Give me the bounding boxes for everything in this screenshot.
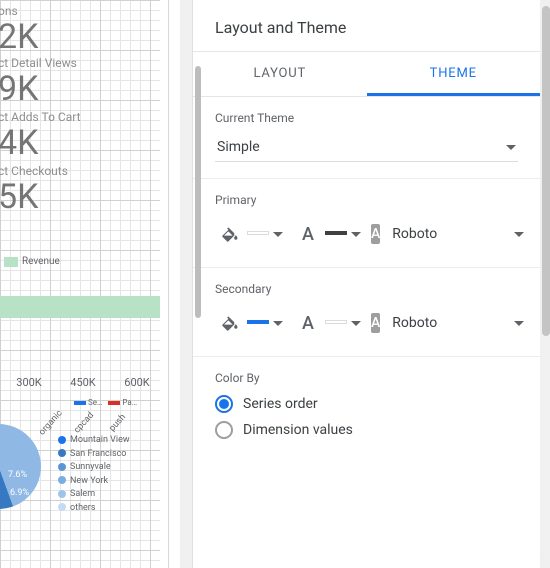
- chevron-down-icon: [506, 145, 516, 150]
- window-scrollbar[interactable]: [542, 6, 550, 554]
- primary-fill-color-button[interactable]: [215, 217, 285, 251]
- report-canvas: ons 2K ct Detail Views 9K ct Adds To Car…: [0, 0, 180, 568]
- metric-value: 5K: [0, 180, 158, 216]
- section-label: Secondary: [215, 282, 518, 296]
- section-primary: Primary A A Roboto: [193, 179, 540, 268]
- metric-card[interactable]: ct Checkouts 5K: [0, 164, 158, 216]
- radio-label: Dimension values: [243, 422, 353, 438]
- revenue-bar[interactable]: [0, 296, 160, 318]
- pie-legend-item: New York: [58, 475, 130, 489]
- pie-legend-item: Salem: [58, 488, 130, 502]
- panel-tabs: LAYOUT THEME: [193, 51, 540, 97]
- metric-label: ct Detail Views: [0, 56, 158, 70]
- secondary-font-select[interactable]: Roboto: [388, 311, 528, 335]
- axis-labels: 300K 450K 600K: [0, 376, 160, 389]
- axis-tick: 300K: [6, 376, 52, 389]
- chevron-down-icon: [514, 232, 524, 237]
- secondary-fill-color-button[interactable]: [215, 306, 285, 340]
- chevron-down-icon: [351, 232, 361, 237]
- color-underline: [325, 231, 347, 235]
- secondary-text-color-button[interactable]: A: [293, 306, 363, 340]
- pie-legend: Mountain View San Francisco Sunnyvale Ne…: [58, 434, 130, 515]
- metric-card[interactable]: ons 2K: [0, 4, 158, 56]
- canvas-separator: [168, 0, 180, 568]
- color-underline: [247, 231, 269, 235]
- metric-value: 9K: [0, 72, 158, 108]
- section-current-theme: Current Theme Simple: [193, 97, 540, 179]
- revenue-legend: Revenue: [4, 256, 60, 267]
- section-label: Current Theme: [215, 111, 518, 125]
- panel-scrollbar[interactable]: [195, 66, 201, 318]
- radio-icon: [215, 421, 233, 439]
- color-underline: [247, 320, 269, 324]
- font-icon: A: [371, 224, 380, 244]
- metric-value: 2K: [0, 20, 158, 56]
- metric-card[interactable]: ct Adds To Cart 4K: [0, 110, 158, 162]
- legend-item: Pa…: [108, 398, 137, 407]
- section-label: Primary: [215, 193, 518, 207]
- legend-item: Se…: [74, 398, 102, 407]
- axis-tick: 600K: [114, 376, 160, 389]
- theme-select[interactable]: Simple: [215, 135, 518, 162]
- legend-label: Revenue: [22, 256, 60, 267]
- section-label: Color By: [215, 371, 518, 385]
- metric-card[interactable]: ct Detail Views 9K: [0, 56, 158, 108]
- metric-value: 4K: [0, 126, 158, 162]
- color-underline: [325, 320, 347, 324]
- scrollbar-thumb[interactable]: [542, 6, 550, 336]
- tab-layout[interactable]: LAYOUT: [193, 52, 367, 96]
- pie-slice-label: 7.6%: [8, 470, 27, 480]
- pie-legend-item: others: [58, 502, 130, 516]
- chevron-down-icon: [273, 232, 283, 237]
- pie-slice-label: 6.9%: [10, 488, 29, 498]
- properties-panel: Layout and Theme LAYOUT THEME Current Th…: [192, 0, 540, 568]
- radio-series-order[interactable]: Series order: [215, 395, 518, 413]
- chevron-down-icon: [351, 321, 361, 326]
- legend-swatch: [4, 257, 18, 267]
- primary-text-color-button[interactable]: A: [293, 217, 363, 251]
- radio-label: Series order: [243, 396, 318, 412]
- pie-legend-item: Sunnyvale: [58, 461, 130, 475]
- text-color-icon: A: [295, 310, 321, 336]
- series-mini-legend: Se… Pa…: [74, 398, 137, 407]
- radio-icon: [215, 395, 233, 413]
- metric-label: ct Checkouts: [0, 164, 158, 178]
- axis-tick: 450K: [60, 376, 106, 389]
- paint-bucket-icon: [217, 221, 243, 247]
- radio-dimension-values[interactable]: Dimension values: [215, 421, 518, 439]
- tab-theme[interactable]: THEME: [367, 52, 541, 96]
- paint-bucket-icon: [217, 310, 243, 336]
- font-select-value: Roboto: [392, 315, 437, 331]
- pie-legend-item: Mountain View: [58, 434, 130, 448]
- section-secondary: Secondary A A Roboto: [193, 268, 540, 357]
- chevron-down-icon: [514, 321, 524, 326]
- chevron-down-icon: [273, 321, 283, 326]
- pie-legend-item: San Francisco: [58, 448, 130, 462]
- section-color-by: Color By Series order Dimension values: [193, 357, 540, 463]
- text-color-icon: A: [295, 221, 321, 247]
- panel-title: Layout and Theme: [193, 0, 540, 51]
- theme-select-value: Simple: [217, 139, 260, 155]
- metric-label: ct Adds To Cart: [0, 110, 158, 124]
- primary-font-select[interactable]: Roboto: [388, 222, 528, 246]
- font-icon: A: [371, 313, 380, 333]
- metric-label: ons: [0, 4, 158, 18]
- font-select-value: Roboto: [392, 226, 437, 242]
